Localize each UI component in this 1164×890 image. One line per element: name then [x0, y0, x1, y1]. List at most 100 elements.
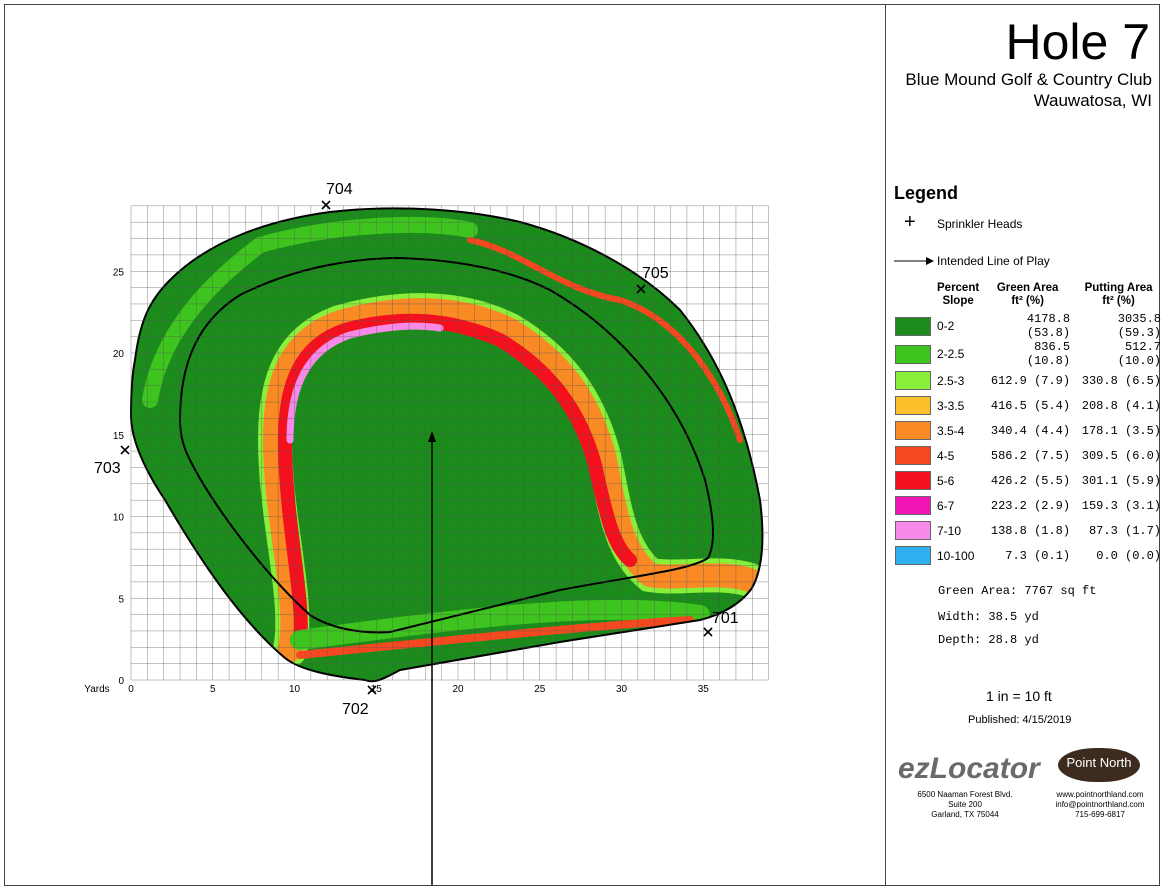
slope-band [467, 237, 743, 443]
swatch-cell [892, 543, 934, 568]
sprinkler-head [367, 685, 377, 695]
address-line: 6500 Naaman Forest Blvd. [917, 790, 1013, 799]
slope-range: 5-6 [937, 473, 955, 488]
header-line: Green Area [996, 282, 1059, 294]
swatch [895, 316, 931, 336]
slope-range: 2.5-3 [937, 373, 965, 388]
slope-band [286, 322, 444, 444]
slope-row: 0-2 4178.8 (53.8) 3035.8 (59.3) [892, 312, 1164, 340]
slope-row: 6-7 223.2 (2.9) 159.3 (3.1) [892, 493, 1164, 518]
green-area: 426.2 (5.5) [990, 473, 1071, 488]
swatch [895, 521, 931, 540]
green-area: 416.5 (5.4) [990, 398, 1071, 413]
swatch-cell [892, 340, 934, 368]
green-area: 223.2 (2.9) [990, 498, 1071, 513]
putting-area: 178.1 (3.5) [1081, 423, 1161, 438]
contact-line: 715-699-6817 [1075, 810, 1125, 819]
y-tick-label: 20 [113, 349, 125, 360]
slope-row: 7-10 138.8 (1.8) 87.3 (1.7) [892, 518, 1164, 543]
swatch-cell [892, 312, 934, 340]
slope-band [262, 298, 762, 662]
pointnorth-logo: Point North [1058, 748, 1140, 782]
ezlocator-address: 6500 Naaman Forest Blvd. Suite 200 Garla… [900, 790, 1030, 820]
putting-area: 87.3 (1.7) [1088, 523, 1161, 538]
putting-outline [178, 256, 714, 634]
column-header: Green Area ft² (%) [982, 282, 1073, 312]
frame [4, 4, 1160, 886]
swatch-cell [892, 468, 934, 493]
header-line: Putting Area [1084, 282, 1153, 294]
green-area: 612.9 (7.9) [990, 373, 1071, 388]
swatch [895, 371, 931, 390]
slope-range: 3-3.5 [937, 398, 965, 413]
axis-label: Yards [84, 684, 109, 695]
slope-range: 3.5-4 [937, 423, 965, 438]
column-header: Putting Area ft² (%) [1073, 282, 1164, 312]
swatch-cell [892, 493, 934, 518]
swatch-cell [892, 368, 934, 393]
x-tick-label: 5 [210, 684, 216, 695]
x-tick-label: 30 [616, 684, 628, 695]
slope-range: 4-5 [937, 448, 955, 463]
slope-row: 3-3.5 416.5 (5.4) 208.8 (4.1) [892, 393, 1164, 418]
sprinkler-label: 704 [326, 181, 353, 198]
x-tick-label: 15 [371, 684, 383, 695]
slope-range: 7-10 [937, 523, 962, 538]
swatch [895, 546, 931, 565]
putting-area: 512.7 (10.0) [1117, 340, 1161, 368]
slope-range: 10-100 [937, 548, 975, 563]
green-area: 4178.8 (53.8) [1026, 312, 1071, 340]
x-tick-label: 25 [534, 684, 546, 695]
slope-range: 2-2.5 [937, 347, 965, 361]
swatch [895, 421, 931, 440]
scale: 1 in = 10 ft [986, 688, 1052, 704]
y-tick-label: 0 [118, 676, 124, 687]
slope-row: 5-6 426.2 (5.5) 301.1 (5.9) [892, 468, 1164, 493]
x-tick-label: 10 [289, 684, 301, 695]
green-area: 586.2 (7.5) [990, 448, 1071, 463]
header-line: Slope [942, 295, 974, 307]
sprinkler-label: 705 [642, 265, 669, 282]
putting-area: 0.0 (0.0) [1096, 548, 1161, 563]
slope-band [277, 313, 637, 647]
slope-band [142, 217, 478, 408]
pointnorth-contact: www.pointnorthland.com info@pointnorthla… [1040, 790, 1160, 820]
slope-range: 6-7 [937, 498, 955, 513]
green-area: 340.4 (4.4) [990, 423, 1071, 438]
green-area: 836.5 (10.8) [1026, 340, 1071, 368]
sprinkler-head [321, 200, 331, 210]
club-name: Blue Mound Golf & Country Club [905, 70, 1152, 89]
slope-row: 4-5 586.2 (7.5) 309.5 (6.0) [892, 443, 1164, 468]
published: Published: 4/15/2019 [968, 714, 1072, 726]
sprinkler-label: 701 [712, 610, 739, 627]
slope-row: 2-2.5 836.5 (10.8) 512.7 (10.0) [892, 340, 1164, 368]
green-area: 7.3 (0.1) [1005, 548, 1071, 563]
address-line: Suite 200 [948, 800, 982, 809]
arrow-symbol [894, 257, 934, 265]
legend-title: Legend [894, 183, 959, 203]
swatch-cell [892, 443, 934, 468]
y-tick-label: 25 [113, 267, 125, 278]
contact-line: info@pointnorthland.com [1055, 800, 1145, 809]
header-line: ft² (%) [1011, 295, 1044, 307]
header-line: ft² (%) [1102, 295, 1135, 307]
sprinkler-head [120, 445, 130, 455]
line-of-play-legend: Intended Line of Play [937, 254, 1050, 268]
x-tick-label: 35 [698, 684, 710, 695]
y-tick-label: 10 [113, 513, 125, 524]
green-area: 138.8 (1.8) [990, 523, 1071, 538]
putting-area: 3035.8 (59.3) [1117, 312, 1161, 340]
swatch [895, 446, 931, 465]
putting-area: 208.8 (4.1) [1081, 398, 1161, 413]
green-map: Yards 0 5 10 15 20 25 30 35 0 5 10 15 20 25 701 702 703 70… [84, 181, 769, 885]
green-outline [129, 207, 764, 683]
sprinkler-symbol: + [904, 211, 916, 233]
header-line: Percent [937, 282, 980, 294]
contact-line: www.pointnorthland.com [1056, 790, 1144, 799]
ezlocator-logo: ezLocator [898, 752, 1040, 785]
slope-table: Percent Slope Green Area ft² (%) Putting Are… [892, 282, 1164, 568]
swatch-cell [892, 393, 934, 418]
sprinkler-legend: Sprinkler Heads [937, 217, 1023, 231]
sprinkler-head [636, 284, 646, 294]
